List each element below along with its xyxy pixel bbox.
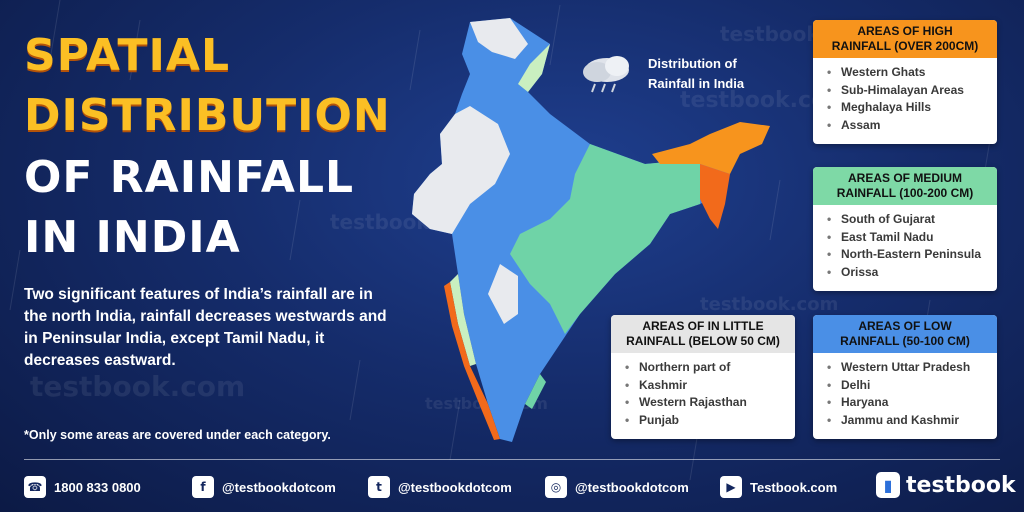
list-item: Haryana (827, 394, 989, 412)
title-line-4: IN INDIA (24, 212, 241, 263)
map-high-rainfall-region (652, 122, 770, 174)
watermark: testbook.com (30, 370, 246, 403)
low-rainfall-list: Western Uttar Pradesh Delhi Haryana Jamm… (813, 353, 997, 435)
high-rainfall-list: Western Ghats Sub-Himalayan Areas Meghal… (813, 58, 997, 140)
low-rainfall-heading: AREAS OF LOW RAINFALL (50-100 CM) (813, 315, 997, 353)
medium-rainfall-heading: AREAS OF MEDIUM RAINFALL (100-200 CM) (813, 167, 997, 205)
map-high-rainfall-region (444, 282, 500, 440)
high-rainfall-box: AREAS OF HIGH RAINFALL (OVER 200CM) West… (813, 20, 997, 144)
map-high-rainfall-region (700, 164, 730, 229)
title-line-3: OF RAINFALL (24, 152, 355, 203)
high-rainfall-heading: AREAS OF HIGH RAINFALL (OVER 200CM) (813, 20, 997, 58)
testbook-logo-text: testbook (906, 472, 1016, 498)
medium-rainfall-box: AREAS OF MEDIUM RAINFALL (100-200 CM) So… (813, 167, 997, 291)
map-medium-rainfall-region (518, 44, 550, 92)
title-line-1: SPATIAL (24, 30, 231, 81)
phone-icon: ☎ (24, 476, 46, 498)
facebook-icon: f (192, 476, 214, 498)
list-item: Sub-Himalayan Areas (827, 82, 989, 100)
rain-cloud-icon (583, 56, 629, 93)
instagram-handle: @testbookdotcom (575, 479, 689, 495)
youtube-link[interactable]: ▶ Testbook.com (720, 476, 837, 498)
instagram-icon: ◎ (545, 476, 567, 498)
list-item: Northern part of (625, 359, 787, 377)
india-rainfall-map (412, 18, 770, 442)
medium-rainfall-list: South of Gujarat East Tamil Nadu North-E… (813, 205, 997, 287)
twitter-icon: t (368, 476, 390, 498)
list-item: Punjab (625, 412, 787, 430)
little-rainfall-box: AREAS OF IN LITTLE RAINFALL (BELOW 50 CM… (611, 315, 795, 439)
map-little-rainfall-region (470, 18, 528, 59)
instagram-link[interactable]: ◎ @testbookdotcom (545, 476, 689, 498)
list-item: South of Gujarat (827, 211, 989, 229)
phone-contact[interactable]: ☎ 1800 833 0800 (24, 476, 141, 498)
map-little-rainfall-region (412, 106, 510, 234)
map-little-rainfall-region (488, 264, 518, 324)
list-item: Kashmir (625, 377, 787, 395)
list-item: Western Rajasthan (625, 394, 787, 412)
little-rainfall-heading: AREAS OF IN LITTLE RAINFALL (BELOW 50 CM… (611, 315, 795, 353)
low-rainfall-box: AREAS OF LOW RAINFALL (50-100 CM) Wester… (813, 315, 997, 439)
little-rainfall-list: Northern part of Kashmir Western Rajasth… (611, 353, 795, 435)
phone-number: 1800 833 0800 (54, 479, 141, 495)
testbook-logo[interactable]: ▮ testbook (876, 472, 1016, 498)
youtube-icon: ▶ (720, 476, 742, 498)
map-medium-rainfall-region (510, 144, 700, 334)
facebook-handle: @testbookdotcom (222, 479, 336, 495)
intro-text: Two significant features of India’s rain… (24, 286, 387, 369)
twitter-handle: @testbookdotcom (398, 479, 512, 495)
testbook-logo-icon: ▮ (876, 472, 900, 498)
list-item: East Tamil Nadu (827, 229, 989, 247)
footnote: *Only some areas are covered under each … (24, 428, 331, 442)
list-item: Delhi (827, 377, 989, 395)
map-medium-rainfall-region (450, 274, 476, 366)
list-item: Meghalaya Hills (827, 99, 989, 117)
list-item: Assam (827, 117, 989, 135)
list-item: North-Eastern Peninsula (827, 246, 989, 264)
twitter-link[interactable]: t @testbookdotcom (368, 476, 512, 498)
list-item: Orissa (827, 264, 989, 282)
watermark: testbook.com (700, 294, 839, 315)
list-item: Jammu and Kashmir (827, 412, 989, 430)
map-medium-rainfall-region (525, 374, 546, 409)
list-item: Western Uttar Pradesh (827, 359, 989, 377)
facebook-link[interactable]: f @testbookdotcom (192, 476, 336, 498)
footer-divider (24, 459, 1000, 460)
title-line-2: DISTRIBUTION (24, 90, 391, 141)
list-item: Western Ghats (827, 64, 989, 82)
youtube-handle: Testbook.com (750, 479, 838, 495)
map-label: Distribution of Rainfall in India (648, 56, 745, 91)
